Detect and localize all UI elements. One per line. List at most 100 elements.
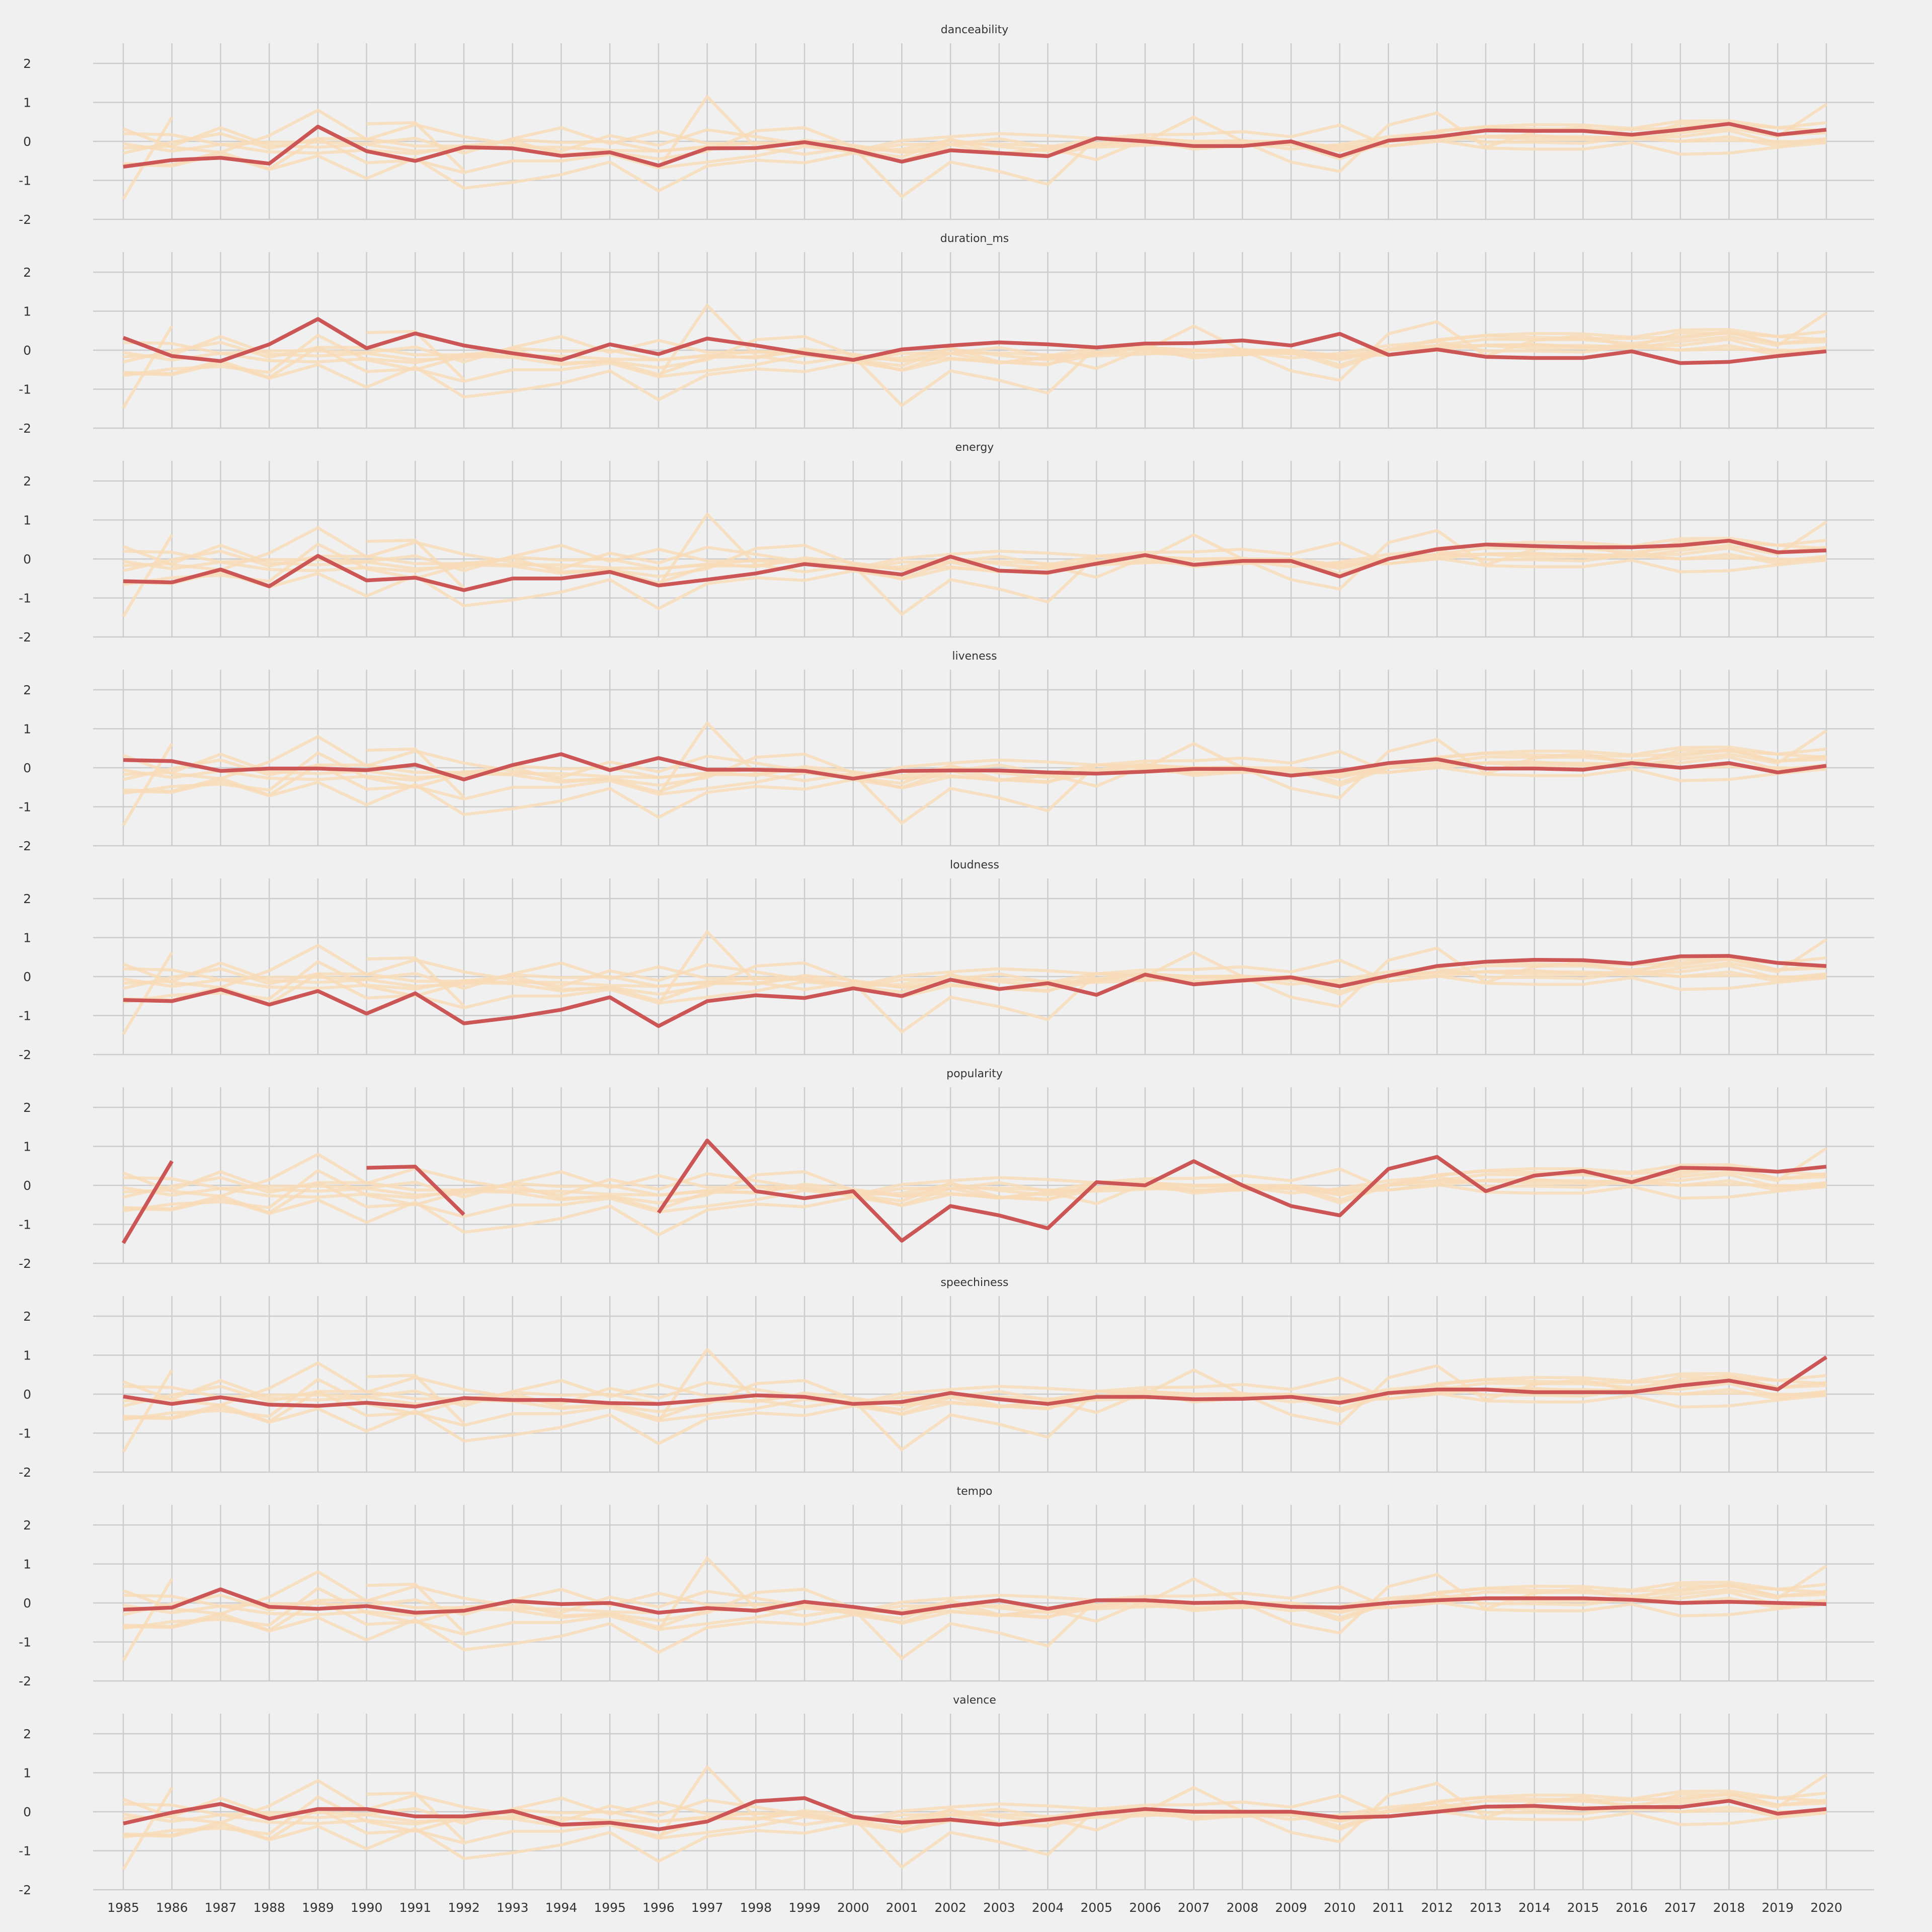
- context-line-duration_ms: [122, 1361, 1827, 1409]
- x-tick-label: 1989: [302, 1900, 334, 1915]
- y-tick-label: 2: [23, 1100, 31, 1115]
- panel-title: tempo: [956, 1485, 992, 1498]
- y-tick-label: 0: [23, 761, 31, 775]
- panel-loudness: -2 -1 0 1 2 loudness: [19, 859, 1874, 1062]
- panel-title: danceability: [941, 24, 1008, 36]
- x-tick-label: 1999: [788, 1900, 821, 1915]
- y-tick-label: 0: [23, 970, 31, 984]
- context-line-speechiness: [123, 520, 1827, 573]
- series-line-valence: [123, 1796, 1827, 1831]
- x-tick-label: 2002: [934, 1900, 967, 1915]
- context-line-valence: [123, 335, 1827, 369]
- y-tick-label: -1: [19, 591, 31, 606]
- y-tick-label: 0: [23, 343, 31, 358]
- x-tick-label: 2001: [886, 1900, 918, 1915]
- y-tick-label: 2: [23, 1727, 31, 1741]
- y-tick-label: -2: [19, 421, 31, 436]
- x-tick-label: 2017: [1664, 1900, 1697, 1915]
- y-tick-label: -2: [19, 1883, 31, 1897]
- y-tick-label: -1: [19, 1844, 31, 1859]
- context-line-loudness: [123, 1580, 1827, 1654]
- panel-title: liveness: [952, 650, 997, 663]
- y-tick-label: 0: [23, 1596, 31, 1611]
- x-tick-label: 1988: [253, 1900, 285, 1915]
- context-line-loudness: [123, 119, 1827, 193]
- panel-speechiness: -2 -1 0 1 2 speechiness: [19, 1276, 1874, 1480]
- y-tick-label: 1: [23, 304, 31, 319]
- series-line-popularity: [121, 1139, 1827, 1244]
- x-tick-label: 2007: [1178, 1900, 1210, 1915]
- y-tick-label: 2: [23, 265, 31, 280]
- series-line-loudness: [123, 954, 1827, 1028]
- context-line-loudness: [123, 1789, 1827, 1863]
- context-line-speechiness: [123, 103, 1827, 155]
- x-tick-label: 2011: [1373, 1900, 1405, 1915]
- x-tick-label: 1995: [594, 1900, 626, 1915]
- y-tick-label: -1: [19, 382, 31, 397]
- x-tick-label: 1986: [156, 1900, 188, 1915]
- panel-valence: -2 -1 0 1 2 valence: [19, 1694, 1874, 1897]
- y-tick-label: 2: [23, 683, 31, 697]
- panel-danceability: -2 -1 0 1 2 danceability: [19, 24, 1874, 227]
- context-line-duration_ms: [122, 109, 1827, 156]
- x-tick-label: 2003: [983, 1900, 1015, 1915]
- x-tick-label: 2014: [1518, 1900, 1551, 1915]
- y-tick-label: 2: [23, 474, 31, 489]
- series-line-danceability: [123, 122, 1827, 169]
- y-tick-label: 0: [23, 1805, 31, 1819]
- x-tick-label: 2020: [1810, 1900, 1842, 1915]
- x-tick-label: 2019: [1761, 1900, 1794, 1915]
- y-tick-label: 1: [23, 1140, 31, 1154]
- x-tick-label: 1997: [691, 1900, 723, 1915]
- x-tick-label: 2013: [1470, 1900, 1502, 1915]
- y-tick-label: 1: [23, 513, 31, 528]
- x-tick-label: 2018: [1713, 1900, 1745, 1915]
- x-tick-label: 1994: [545, 1900, 578, 1915]
- context-line-loudness: [123, 328, 1827, 401]
- x-tick-label: 2000: [837, 1900, 869, 1915]
- y-tick-label: -2: [19, 1256, 31, 1271]
- y-tick-label: 1: [23, 96, 31, 110]
- context-line-loudness: [123, 1372, 1827, 1445]
- y-tick-label: -2: [19, 212, 31, 227]
- x-tick-label: 1996: [642, 1900, 675, 1915]
- x-tick-label: 1993: [497, 1900, 529, 1915]
- context-line-valence: [123, 1170, 1827, 1204]
- x-tick-label: 2010: [1324, 1900, 1356, 1915]
- y-tick-label: 1: [23, 1348, 31, 1363]
- x-tick-label: 1985: [107, 1900, 139, 1915]
- y-tick-label: -2: [19, 630, 31, 645]
- series-line-speechiness: [123, 1355, 1828, 1409]
- y-tick-label: -1: [19, 1426, 31, 1441]
- context-line-valence: [123, 752, 1827, 787]
- x-tick-label: 2015: [1567, 1900, 1599, 1915]
- context-line-speechiness: [123, 938, 1827, 991]
- panel-title: speechiness: [940, 1276, 1008, 1289]
- y-tick-label: 0: [23, 1178, 31, 1193]
- y-tick-label: -1: [19, 174, 31, 188]
- y-tick-label: -2: [19, 1048, 31, 1062]
- panel-title: popularity: [946, 1068, 1003, 1080]
- x-axis: 1985 1986 1987 1988 1989 1990 1991 1992 1993 1994…: [107, 1900, 1842, 1915]
- series-line-duration_ms: [122, 317, 1827, 365]
- panel-title: loudness: [950, 859, 999, 871]
- y-tick-label: -1: [19, 1009, 31, 1023]
- panel-title: valence: [953, 1694, 996, 1707]
- panel-tempo: -2 -1 0 1 2 tempo: [19, 1485, 1874, 1688]
- context-line-duration_ms: [122, 1570, 1827, 1618]
- x-tick-label: 2006: [1129, 1900, 1161, 1915]
- context-line-duration_ms: [122, 526, 1827, 574]
- y-tick-label: 1: [23, 1766, 31, 1781]
- y-tick-label: -2: [19, 1674, 31, 1688]
- y-tick-label: 0: [23, 552, 31, 567]
- x-tick-label: 1991: [399, 1900, 431, 1915]
- x-tick-label: 2008: [1227, 1900, 1259, 1915]
- x-tick-label: 2004: [1032, 1900, 1064, 1915]
- context-line-speechiness: [123, 1147, 1827, 1199]
- y-tick-label: 0: [23, 134, 31, 149]
- context-line-duration_ms: [122, 1779, 1827, 1826]
- y-tick-label: 1: [23, 931, 31, 945]
- series-line-tempo: [123, 1587, 1827, 1616]
- series-line-liveness: [123, 752, 1827, 782]
